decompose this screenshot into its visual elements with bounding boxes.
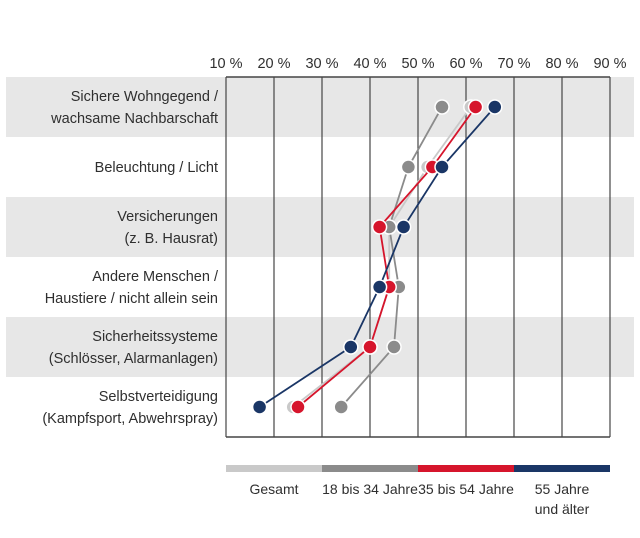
- data-point-35-bis-54-jahre: [290, 399, 306, 415]
- data-point-55-jahre-und-lter: [434, 159, 450, 175]
- data-point-55-jahre-und-lter: [251, 399, 268, 415]
- data-point-55-jahre-und-lter: [343, 339, 359, 355]
- data-point-18-bis-34-jahre: [386, 339, 402, 355]
- data-point-18-bis-34-jahre: [400, 159, 417, 175]
- category-label: (Schlösser, Alarmanlagen): [49, 351, 218, 367]
- legend-swatch-55-jahre-und-lter: [514, 465, 610, 472]
- data-point-35-bis-54-jahre: [362, 339, 378, 355]
- row-band: [6, 77, 634, 137]
- data-point-18-bis-34-jahre: [434, 99, 450, 115]
- category-label: Beleuchtung / Licht: [95, 160, 218, 176]
- data-point-55-jahre-und-lter: [395, 219, 412, 235]
- category-label: Haustiere / nicht allein sein: [45, 291, 218, 307]
- category-label: Sichere Wohngegend /: [71, 89, 219, 105]
- legend-swatch-35-bis-54-jahre: [418, 465, 514, 472]
- data-point-18-bis-34-jahre: [333, 399, 349, 415]
- series-line-18-bis-34-jahre: [340, 106, 443, 408]
- x-axis-tick-label: 60 %: [449, 56, 482, 72]
- category-label: (Kampfsport, Abwehrspray): [42, 411, 218, 427]
- row-band: [6, 197, 634, 257]
- data-point-55-jahre-und-lter: [371, 279, 388, 295]
- category-label: Sicherheitssysteme: [92, 329, 218, 345]
- category-label: wachsame Nachbarschaft: [50, 111, 218, 127]
- data-point-55-jahre-und-lter: [487, 99, 503, 115]
- x-axis-tick-label: 30 %: [305, 56, 338, 72]
- data-point-35-bis-54-jahre: [371, 219, 388, 235]
- legend-label: und älter: [535, 501, 590, 517]
- x-axis-tick-label: 80 %: [545, 56, 578, 72]
- x-axis-tick-label: 50 %: [401, 56, 434, 72]
- legend-label: 35 bis 54 Jahre: [418, 481, 514, 497]
- category-label: Andere Menschen /: [92, 269, 219, 285]
- x-axis-tick-label: 70 %: [497, 56, 530, 72]
- series-line-35-bis-54-jahre: [297, 106, 477, 408]
- category-label: Versicherungen: [117, 209, 218, 225]
- legend-label: 18 bis 34 Jahre: [322, 481, 418, 497]
- x-axis-tick-label: 10 %: [209, 56, 242, 72]
- legend-swatch-gesamt: [226, 465, 322, 472]
- legend-swatch-18-bis-34-jahre: [322, 465, 418, 472]
- category-label: Selbstverteidigung: [99, 389, 218, 405]
- x-axis-tick-label: 20 %: [257, 56, 290, 72]
- x-axis-tick-label: 90 %: [593, 56, 626, 72]
- series-line-55-jahre-und-lter: [259, 106, 496, 408]
- x-axis-tick-label: 40 %: [353, 56, 386, 72]
- legend-label: 55 Jahre: [535, 481, 590, 497]
- data-point-35-bis-54-jahre: [467, 99, 484, 115]
- legend-label: Gesamt: [249, 481, 298, 497]
- category-label: (z. B. Hausrat): [125, 231, 218, 247]
